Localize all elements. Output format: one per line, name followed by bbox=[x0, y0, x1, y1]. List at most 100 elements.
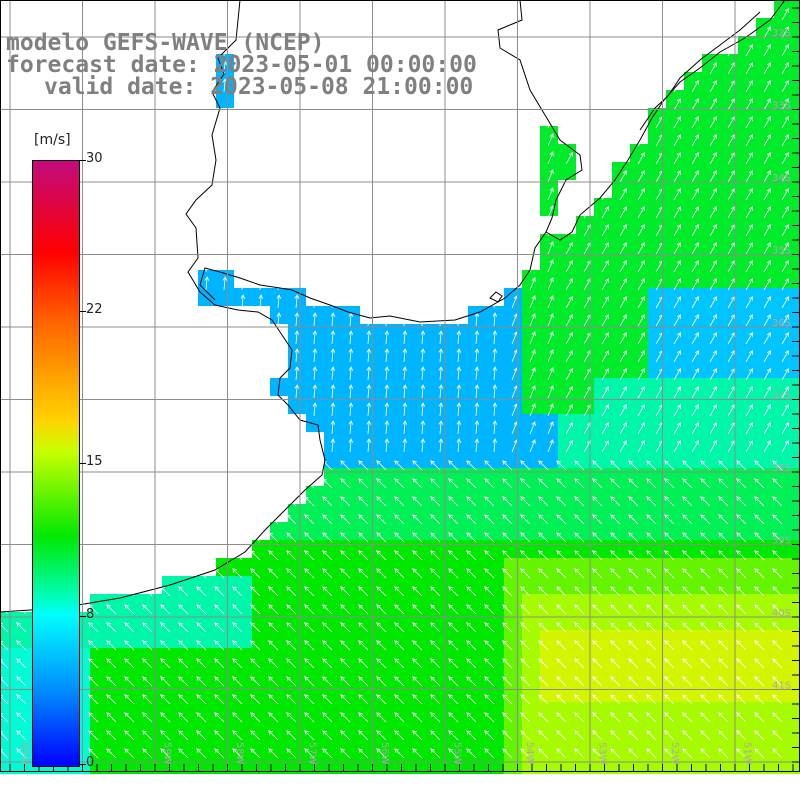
sea-cell bbox=[108, 666, 126, 684]
sea-cell bbox=[486, 756, 504, 774]
sea-cell bbox=[162, 684, 180, 702]
wind-arrow bbox=[673, 188, 681, 201]
sea-cell bbox=[738, 378, 756, 396]
sea-cell bbox=[738, 666, 756, 684]
sea-cell bbox=[774, 252, 792, 270]
sea-cell bbox=[756, 756, 774, 774]
sea-cell bbox=[288, 504, 306, 522]
sea-cell bbox=[774, 216, 792, 234]
sea-cell bbox=[216, 756, 234, 774]
wind-arrow bbox=[781, 386, 789, 399]
wind-arrow bbox=[268, 712, 279, 723]
sea-cell bbox=[378, 558, 396, 576]
sea-cell bbox=[648, 594, 666, 612]
sea-cell bbox=[522, 432, 540, 450]
sea-cell bbox=[594, 612, 612, 630]
wind-arrow bbox=[700, 622, 711, 633]
wind-arrow bbox=[412, 514, 423, 525]
wind-arrow bbox=[142, 640, 153, 651]
sea-cell bbox=[162, 648, 180, 666]
sea-cell bbox=[360, 450, 378, 468]
sea-cell bbox=[612, 324, 630, 342]
wind-arrow bbox=[691, 350, 699, 363]
wind-arrow bbox=[781, 62, 789, 75]
wind-arrow bbox=[484, 604, 495, 615]
wind-arrow bbox=[700, 748, 711, 759]
sea-cell bbox=[792, 108, 800, 126]
wind-arrow bbox=[502, 460, 513, 471]
sea-cell bbox=[504, 468, 522, 486]
sea-cell bbox=[774, 432, 792, 450]
sea-cell bbox=[594, 270, 612, 288]
sea-cell bbox=[792, 630, 800, 648]
sea-cell bbox=[270, 540, 288, 558]
sea-cell bbox=[324, 702, 342, 720]
sea-cell bbox=[594, 306, 612, 324]
wind-arrow bbox=[529, 295, 536, 309]
sea-cell bbox=[738, 180, 756, 198]
wind-arrow bbox=[754, 640, 765, 651]
wind-arrow bbox=[745, 44, 753, 57]
wind-arrow bbox=[484, 496, 495, 507]
sea-cell bbox=[702, 702, 720, 720]
wind-arrow bbox=[565, 296, 573, 309]
wind-arrow bbox=[394, 514, 405, 525]
wind-arrow bbox=[574, 694, 585, 705]
wind-arrow bbox=[466, 658, 477, 669]
sea-cell bbox=[756, 684, 774, 702]
sea-cell bbox=[648, 558, 666, 576]
wind-arrow bbox=[664, 478, 675, 489]
wind-arrow bbox=[448, 748, 459, 759]
sea-cell bbox=[558, 450, 576, 468]
wind-arrow bbox=[538, 748, 549, 759]
sea-cell bbox=[0, 648, 18, 666]
sea-cell bbox=[306, 702, 324, 720]
wind-arrow bbox=[394, 694, 405, 705]
wind-arrow bbox=[691, 314, 699, 327]
wind-arrow bbox=[556, 514, 567, 525]
wind-arrow bbox=[420, 402, 426, 417]
sea-cell bbox=[792, 324, 800, 342]
sea-cell bbox=[630, 558, 648, 576]
wind-arrow bbox=[448, 568, 459, 579]
sea-cell bbox=[756, 720, 774, 738]
wind-arrow bbox=[330, 402, 336, 417]
sea-cell bbox=[612, 756, 630, 774]
sea-cell bbox=[756, 162, 774, 180]
wind-arrow bbox=[250, 640, 261, 651]
wind-arrow bbox=[700, 514, 711, 525]
sea-cell bbox=[540, 594, 558, 612]
wind-arrow bbox=[160, 604, 171, 615]
sea-cell bbox=[630, 378, 648, 396]
sea-cell bbox=[720, 504, 738, 522]
sea-cell bbox=[756, 360, 774, 378]
wind-arrow bbox=[366, 348, 372, 363]
sea-cell bbox=[612, 666, 630, 684]
sea-cell bbox=[630, 666, 648, 684]
sea-cell bbox=[108, 648, 126, 666]
sea-cell bbox=[792, 378, 800, 396]
sea-cell bbox=[126, 612, 144, 630]
sea-cell bbox=[792, 90, 800, 108]
sea-cell bbox=[774, 36, 792, 54]
wind-arrow bbox=[700, 640, 711, 651]
sea-cell bbox=[756, 702, 774, 720]
wind-arrow bbox=[619, 224, 627, 237]
wind-arrow bbox=[763, 62, 771, 75]
wind-arrow bbox=[709, 170, 717, 183]
sea-cell bbox=[684, 216, 702, 234]
sea-cell bbox=[378, 684, 396, 702]
sea-cell bbox=[540, 504, 558, 522]
sea-cell bbox=[648, 702, 666, 720]
wind-arrow bbox=[232, 658, 243, 669]
sea-cell bbox=[432, 594, 450, 612]
sea-cell bbox=[576, 702, 594, 720]
sea-cell bbox=[540, 414, 558, 432]
wind-arrow bbox=[520, 604, 531, 615]
wind-arrow bbox=[330, 366, 336, 381]
sea-cell bbox=[792, 558, 800, 576]
wind-arrow bbox=[376, 460, 387, 471]
wind-arrow bbox=[754, 532, 765, 543]
sea-cell bbox=[684, 666, 702, 684]
sea-cell bbox=[738, 36, 756, 54]
